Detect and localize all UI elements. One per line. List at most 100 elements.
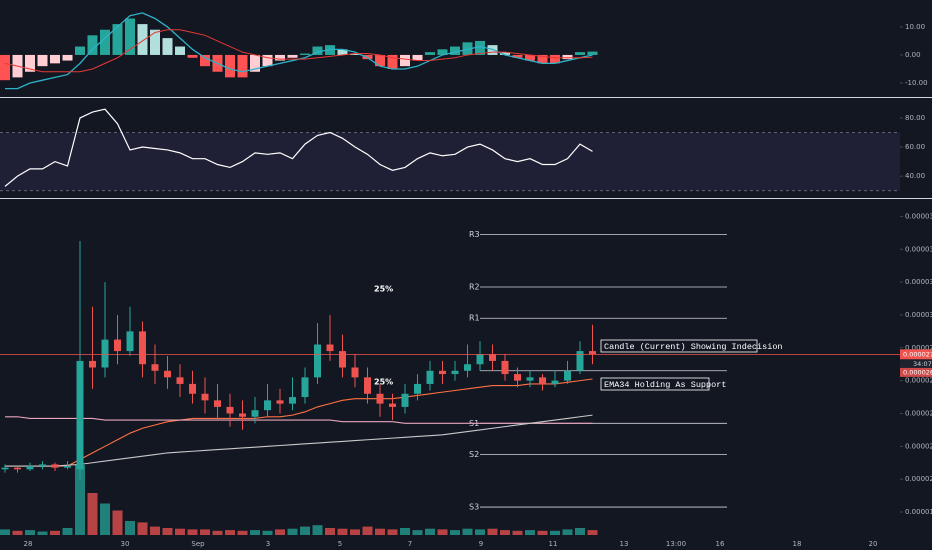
candle-body (164, 370, 171, 378)
volume-bar (487, 528, 498, 535)
macd-histogram-bar (587, 51, 598, 55)
candle-body (501, 360, 509, 375)
x-tick-label: 20 (869, 540, 878, 548)
pivot-label: R3 (469, 230, 480, 239)
volume-bar (275, 529, 285, 535)
x-tick-label: 11 (549, 540, 558, 548)
y-tick-label: 0.0000220 (905, 442, 932, 450)
macd-histogram-bar (262, 54, 273, 67)
candle-body (301, 377, 309, 398)
macd-histogram-bar (462, 42, 473, 55)
y-tick-label: 60.00 (905, 143, 925, 151)
price-label-box (900, 367, 932, 377)
macd-histogram-bar (425, 52, 435, 55)
candle-body (139, 331, 146, 365)
candle-body (226, 406, 234, 414)
candle-body (251, 410, 259, 417)
volume-bar (450, 530, 460, 535)
candle-body (514, 374, 521, 381)
volume-bar (525, 530, 535, 535)
volume-bar (300, 526, 310, 535)
macd-histogram-bar (537, 54, 548, 64)
macd-histogram-bar (287, 54, 298, 58)
rsi-pane: 80.00 60.00 40.00 (0, 108, 925, 192)
macd-histogram-bar (450, 46, 460, 55)
volume-bar (325, 528, 335, 535)
x-tick-label: 28 (24, 540, 33, 548)
volume-bar (287, 528, 298, 535)
macd-histogram-bar (550, 54, 560, 64)
notes: Candle (Current) Showing Indecision EMA3… (374, 285, 783, 391)
volume-bar (100, 503, 110, 535)
x-tick-label: 9 (479, 540, 483, 548)
volume-bar (50, 530, 60, 535)
macd-histogram-bar (175, 46, 185, 55)
annotation: 25% (374, 378, 393, 387)
volume-bar (150, 526, 160, 535)
x-tick-label: 5 (338, 540, 342, 548)
macd-histogram-bar (125, 18, 135, 55)
y-tick-label: 0.0000360 (905, 212, 932, 220)
volume-bar (512, 530, 523, 535)
macd-histogram-bar (512, 54, 523, 58)
volume-bar (350, 529, 360, 535)
volume-bar (425, 528, 435, 535)
x-tick-label: Sep (191, 540, 205, 548)
candle-body (276, 400, 284, 404)
macd-histogram-bar (50, 54, 60, 64)
note-box (600, 339, 758, 353)
candle-body (26, 466, 34, 470)
note-box (600, 377, 710, 391)
volume-bar (312, 525, 323, 535)
candle-body (201, 393, 209, 401)
volume-bar (562, 529, 573, 535)
candle-body (189, 383, 196, 394)
volume-bar (125, 521, 135, 535)
macd-histogram-bar (525, 54, 535, 61)
volume-bar (362, 526, 373, 535)
x-tick-label: 3 (266, 540, 270, 548)
macd-histogram-bar (150, 29, 160, 55)
volume-bar (537, 530, 548, 535)
macd-pane: 10.00 0.00 -10.00 (0, 12, 928, 90)
volume-bar (387, 529, 398, 535)
x-tick-label: 30 (121, 540, 130, 548)
candle-body (326, 344, 334, 352)
y-tick-label: 0.0000180 (905, 508, 932, 516)
y-tick-label: 0.0000260 (905, 377, 932, 385)
candle-body (176, 377, 184, 384)
volume-bar (62, 528, 73, 535)
candle-body (539, 377, 546, 384)
candle-body (376, 393, 384, 404)
y-tick-label: 0.0000320 (905, 278, 932, 286)
candle-body (551, 380, 559, 384)
candle-body (101, 339, 109, 368)
candle-body (401, 393, 409, 407)
candle-body (414, 383, 421, 394)
candle-body (64, 466, 71, 468)
macd-histogram-bar (387, 54, 398, 69)
volume-bar (250, 530, 260, 535)
volume-bar (437, 529, 448, 535)
volume-bar (575, 528, 585, 535)
volume-bar (500, 530, 510, 535)
candle-body (239, 413, 246, 417)
macd-histogram-bar (75, 46, 85, 55)
volume-bar (550, 530, 560, 535)
candle-body (564, 370, 571, 381)
volume-bar (75, 465, 85, 535)
price-label-box (900, 349, 932, 360)
macd-histogram-bar (100, 29, 110, 55)
price-label: 0.0000276 (903, 350, 932, 358)
candle-body (314, 344, 321, 378)
macd-histogram-bar (187, 54, 198, 58)
candle-body (151, 364, 159, 371)
macd-histogram-bar (437, 49, 448, 55)
macd-histogram-bar (137, 24, 148, 55)
candle-body (451, 370, 459, 375)
volume-bar (12, 530, 23, 535)
macd-histogram-bar (0, 54, 10, 81)
moving-average (5, 416, 593, 424)
